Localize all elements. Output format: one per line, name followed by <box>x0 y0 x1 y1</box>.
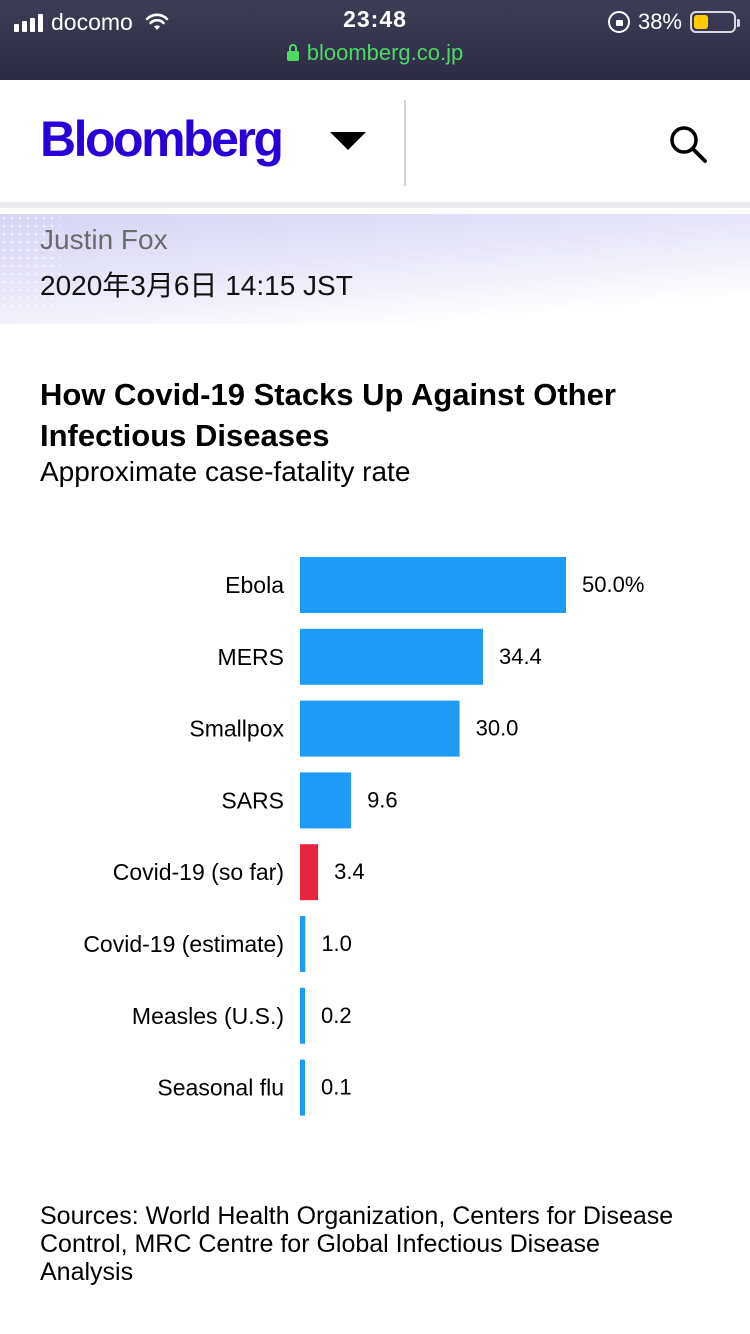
hero-image-fade <box>0 214 750 324</box>
search-icon[interactable] <box>668 124 708 164</box>
status-left: docomo <box>14 7 169 37</box>
address-bar[interactable]: bloomberg.co.jp <box>0 40 750 66</box>
bar-7 <box>300 1059 305 1116</box>
status-right: 38% <box>607 7 740 37</box>
author-name[interactable]: Justin Fox <box>40 224 168 255</box>
value-label: 50.0% <box>582 572 644 597</box>
category-label: MERS <box>218 644 284 670</box>
category-label: Smallpox <box>189 716 284 742</box>
url-text: bloomberg.co.jp <box>306 40 464 65</box>
site-header: Bloomberg <box>0 80 750 208</box>
category-label: Covid-19 (so far) <box>113 859 284 885</box>
battery-level <box>694 15 709 29</box>
battery-icon <box>690 11 740 33</box>
value-label: 9.6 <box>367 787 398 812</box>
battery-percent: 38% <box>637 9 682 34</box>
value-label: 3.4 <box>334 859 365 884</box>
carrier-name: docomo <box>51 8 133 35</box>
category-label: SARS <box>221 787 284 813</box>
publish-date: 2020年3月6日 14:15 JST <box>40 270 353 301</box>
header-divider <box>404 100 406 186</box>
padlock-icon <box>286 44 299 61</box>
status-bar: docomo 23:48 38% bloomberg.co.jp <box>0 0 750 80</box>
bar-4 <box>300 844 319 901</box>
status-time: 23:48 <box>343 6 407 32</box>
value-label: 34.4 <box>499 644 542 669</box>
rotation-lock-icon <box>607 11 630 33</box>
bar-1 <box>300 628 484 685</box>
signal-icon <box>14 12 43 32</box>
value-label: 1.0 <box>321 931 352 956</box>
bar-chart: Ebola 50.0% MERS 34.4 Smallpox 30.0 SARS 9.6 Cov… <box>0 540 750 1140</box>
value-label: 30.0 <box>476 716 519 741</box>
category-label: Measles (U.S.) <box>132 1003 284 1029</box>
bar-0 <box>300 557 566 613</box>
chart-subtitle: Approximate case-fatality rate <box>40 456 411 487</box>
bar-2 <box>300 700 460 757</box>
chart-svg: Ebola 50.0% MERS 34.4 Smallpox 30.0 SARS 9.6 Cov… <box>83 557 644 1116</box>
category-label: Covid-19 (estimate) <box>83 931 284 957</box>
category-label: Seasonal flu <box>157 1075 284 1101</box>
bloomberg-logo[interactable]: Bloomberg <box>40 111 284 167</box>
bar-3 <box>300 772 352 829</box>
caret-down-icon[interactable] <box>330 132 366 150</box>
value-label: 0.1 <box>321 1075 352 1100</box>
chart-title: How Covid-19 Stacks Up Against Other Inf… <box>40 377 616 453</box>
value-label: 0.2 <box>321 1003 352 1028</box>
category-label: Ebola <box>225 572 284 598</box>
bar-5 <box>300 916 306 972</box>
chart-sources: Sources: World Health Organization, Cent… <box>40 1202 674 1286</box>
bar-6 <box>300 987 305 1044</box>
wifi-icon <box>145 13 169 30</box>
